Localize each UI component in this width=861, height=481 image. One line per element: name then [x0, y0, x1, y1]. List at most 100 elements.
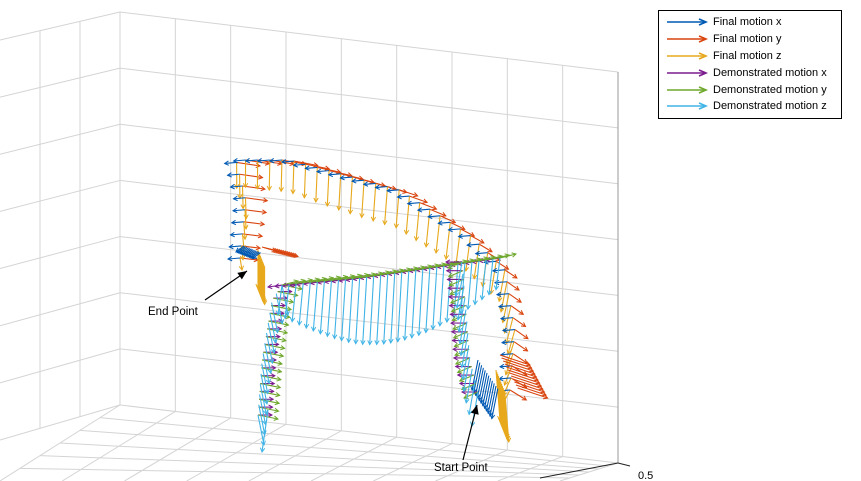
demo-x-arrow-head — [268, 396, 275, 402]
demo-z-arrow-head — [339, 336, 345, 342]
final-x-arrow — [500, 353, 514, 356]
final-y-arrow — [328, 170, 352, 177]
demo-z-arrow — [262, 353, 270, 384]
final-x-arrow-head — [489, 414, 496, 420]
demo-z-arrow — [439, 265, 445, 326]
final-y-arrow — [293, 160, 318, 167]
final-x-arrow — [489, 385, 497, 417]
final-z-arrow — [435, 215, 441, 254]
demo-z-arrow-head — [416, 331, 422, 337]
final-x-arrow — [231, 221, 244, 224]
demo-z-arrow — [312, 281, 318, 332]
demo-z-arrow — [319, 281, 325, 334]
final-y-arrow-head — [541, 391, 547, 397]
demo-y-arrow-head — [452, 333, 459, 339]
demo-y-arrow — [317, 277, 334, 283]
demo-z-arrow — [326, 280, 332, 337]
final-y-arrow — [245, 197, 268, 202]
demo-z-arrow-head — [374, 340, 380, 346]
final-x-arrow-head — [488, 411, 494, 418]
legend-entry: Final motion y — [659, 31, 841, 48]
final-x-arrow-head — [474, 250, 481, 257]
final-x-arrow — [363, 182, 376, 185]
demo-z-arrow — [465, 368, 473, 403]
final-z-arrow-head — [433, 248, 440, 255]
legend-label: Demonstrated motion x — [713, 66, 827, 79]
demo-z-arrow-head — [275, 310, 282, 317]
final-y-arrow — [460, 228, 475, 237]
final-y-arrow — [501, 357, 532, 369]
demo-y-arrow — [492, 254, 510, 260]
grid-line — [0, 348, 121, 384]
demo-y-arrow-head — [276, 376, 282, 382]
demo-y-arrow — [449, 278, 464, 286]
start-point-pointer-head — [470, 405, 479, 415]
demo-y-arrow-head — [282, 329, 289, 335]
final-x-arrow — [502, 329, 515, 332]
final-y-arrow-head — [260, 185, 266, 192]
demo-y-arrow-head — [286, 306, 293, 312]
demo-x-arrow-head — [266, 283, 273, 290]
demo-z-arrow — [362, 277, 368, 345]
grid-line — [119, 292, 619, 352]
axis-tick-label: 0.5 — [638, 470, 653, 481]
demo-y-arrow — [281, 280, 299, 286]
final-y-arrow — [317, 166, 341, 173]
final-x-arrow-head — [437, 220, 443, 226]
demo-z-arrow-head — [479, 295, 485, 301]
final-y-arrow — [409, 195, 428, 203]
demo-y-arrow-head — [283, 321, 290, 327]
final-y-arrow — [515, 384, 547, 396]
demo-y-arrow-head — [274, 407, 280, 413]
final-y-arrow-head — [528, 367, 535, 373]
demo-z-arrow-head — [270, 348, 277, 354]
demo-z-arrow-head — [274, 328, 280, 334]
demo-y-arrow — [345, 274, 362, 280]
demo-z-arrow — [458, 297, 466, 332]
final-x-arrow-head — [386, 187, 392, 194]
grid-line — [119, 348, 619, 408]
demo-x-arrow-head — [448, 302, 454, 309]
final-z-arrow-head — [290, 189, 296, 195]
demo-y-arrow — [454, 348, 470, 356]
final-z-arrow — [497, 373, 503, 425]
demo-y-arrow-head — [454, 360, 461, 365]
demo-y-arrow — [273, 297, 294, 303]
final-y-arrow-head — [413, 192, 419, 198]
legend-label: Final motion y — [713, 33, 782, 46]
final-z-arrow-head — [254, 184, 261, 190]
final-y-arrow-head — [533, 376, 539, 382]
final-y-arrow — [510, 305, 524, 315]
demo-x-arrow-head — [445, 268, 451, 274]
demo-z-arrow-head — [456, 315, 462, 321]
final-x-arrow — [230, 185, 243, 188]
final-y-arrow-head — [522, 346, 529, 352]
demo-y-arrow-head — [448, 281, 455, 287]
demo-z-arrow — [376, 275, 382, 345]
final-x-arrow — [241, 247, 251, 255]
final-x-arrow-head — [226, 172, 232, 178]
final-x-arrow-head — [477, 395, 483, 402]
final-z-arrow — [268, 159, 271, 191]
demo-z-arrow-head — [260, 440, 266, 447]
final-y-arrow — [478, 243, 493, 253]
final-z-arrow-head — [243, 214, 249, 220]
demo-y-arrow-head — [288, 298, 295, 304]
final-x-arrow-head — [251, 254, 258, 260]
demo-y-arrow — [259, 390, 280, 396]
final-x-arrow-head — [495, 291, 502, 298]
final-x-arrow — [227, 257, 241, 260]
final-y-arrow — [399, 189, 418, 197]
final-x-arrow — [269, 159, 282, 162]
final-x-arrow — [238, 246, 248, 254]
final-z-arrow-head — [266, 185, 272, 192]
final-y-arrow-head — [530, 370, 536, 376]
demo-y-arrow — [499, 253, 517, 259]
final-z-arrow — [303, 164, 307, 198]
demo-z-arrow — [461, 333, 469, 368]
demo-z-arrow-head — [310, 326, 317, 333]
demo-z-arrow — [298, 283, 304, 325]
final-z-arrow — [372, 183, 377, 222]
final-x-arrow-head — [231, 207, 238, 214]
final-x-arrow — [428, 215, 441, 218]
